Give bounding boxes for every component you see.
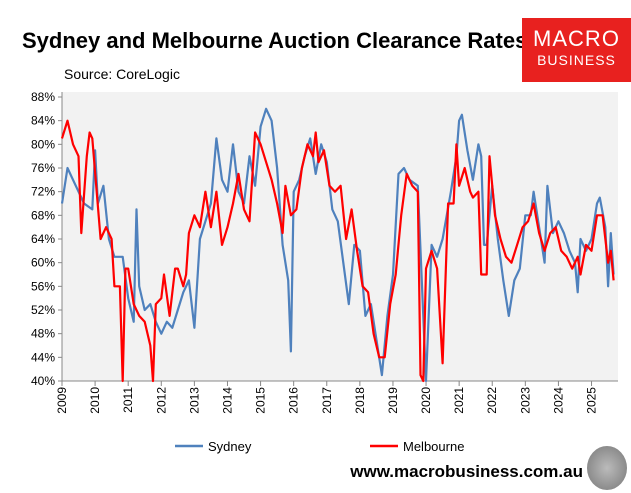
x-tick-label: 2021 bbox=[452, 387, 466, 414]
y-tick-label: 88% bbox=[31, 90, 55, 104]
y-tick-label: 52% bbox=[31, 303, 55, 317]
x-tick-label: 2022 bbox=[485, 387, 499, 414]
x-tick-label: 2016 bbox=[287, 387, 301, 414]
source-label: Source: CoreLogic bbox=[64, 66, 180, 82]
x-tick-label: 2023 bbox=[518, 387, 532, 414]
y-tick-label: 60% bbox=[31, 256, 55, 270]
x-tick-label: 2011 bbox=[121, 387, 135, 413]
y-tick-label: 64% bbox=[31, 232, 55, 246]
y-tick-label: 56% bbox=[31, 279, 55, 293]
x-tick-label: 2020 bbox=[419, 387, 433, 414]
website-url: www.macrobusiness.com.au bbox=[350, 462, 583, 481]
logo-line1: MACRO bbox=[533, 26, 620, 51]
y-tick-label: 44% bbox=[31, 350, 55, 364]
chart-title: Sydney and Melbourne Auction Clearance R… bbox=[22, 28, 528, 53]
x-tick-label: 2013 bbox=[187, 387, 201, 414]
y-tick-label: 84% bbox=[31, 114, 55, 128]
macrobusiness-logo: MACRO BUSINESS bbox=[522, 18, 631, 82]
x-tick-label: 2009 bbox=[55, 387, 69, 414]
y-tick-label: 40% bbox=[31, 374, 55, 388]
series-line-melbourne bbox=[60, 119, 615, 383]
x-tick-label: 2019 bbox=[386, 387, 400, 414]
x-tick-label: 2024 bbox=[551, 387, 565, 414]
x-tick-label: 2017 bbox=[320, 387, 334, 414]
x-tick-label: 2012 bbox=[154, 387, 168, 414]
series-line-sydney bbox=[60, 107, 615, 383]
y-tick-label: 80% bbox=[31, 137, 55, 151]
y-tick-label: 72% bbox=[31, 185, 55, 199]
logo-line2: BUSINESS bbox=[537, 52, 616, 68]
y-tick-label: 68% bbox=[31, 208, 55, 222]
legend-label-sydney: Sydney bbox=[208, 439, 252, 454]
x-tick-label: 2010 bbox=[88, 387, 102, 414]
x-tick-label: 2018 bbox=[353, 387, 367, 414]
y-tick-label: 76% bbox=[31, 161, 55, 175]
x-tick-label: 2025 bbox=[585, 387, 599, 414]
x-tick-label: 2015 bbox=[254, 387, 268, 414]
y-tick-label: 48% bbox=[31, 327, 55, 341]
wolf-logo-icon bbox=[587, 446, 627, 490]
legend-label-melbourne: Melbourne bbox=[403, 439, 464, 454]
x-tick-label: 2014 bbox=[220, 387, 234, 414]
